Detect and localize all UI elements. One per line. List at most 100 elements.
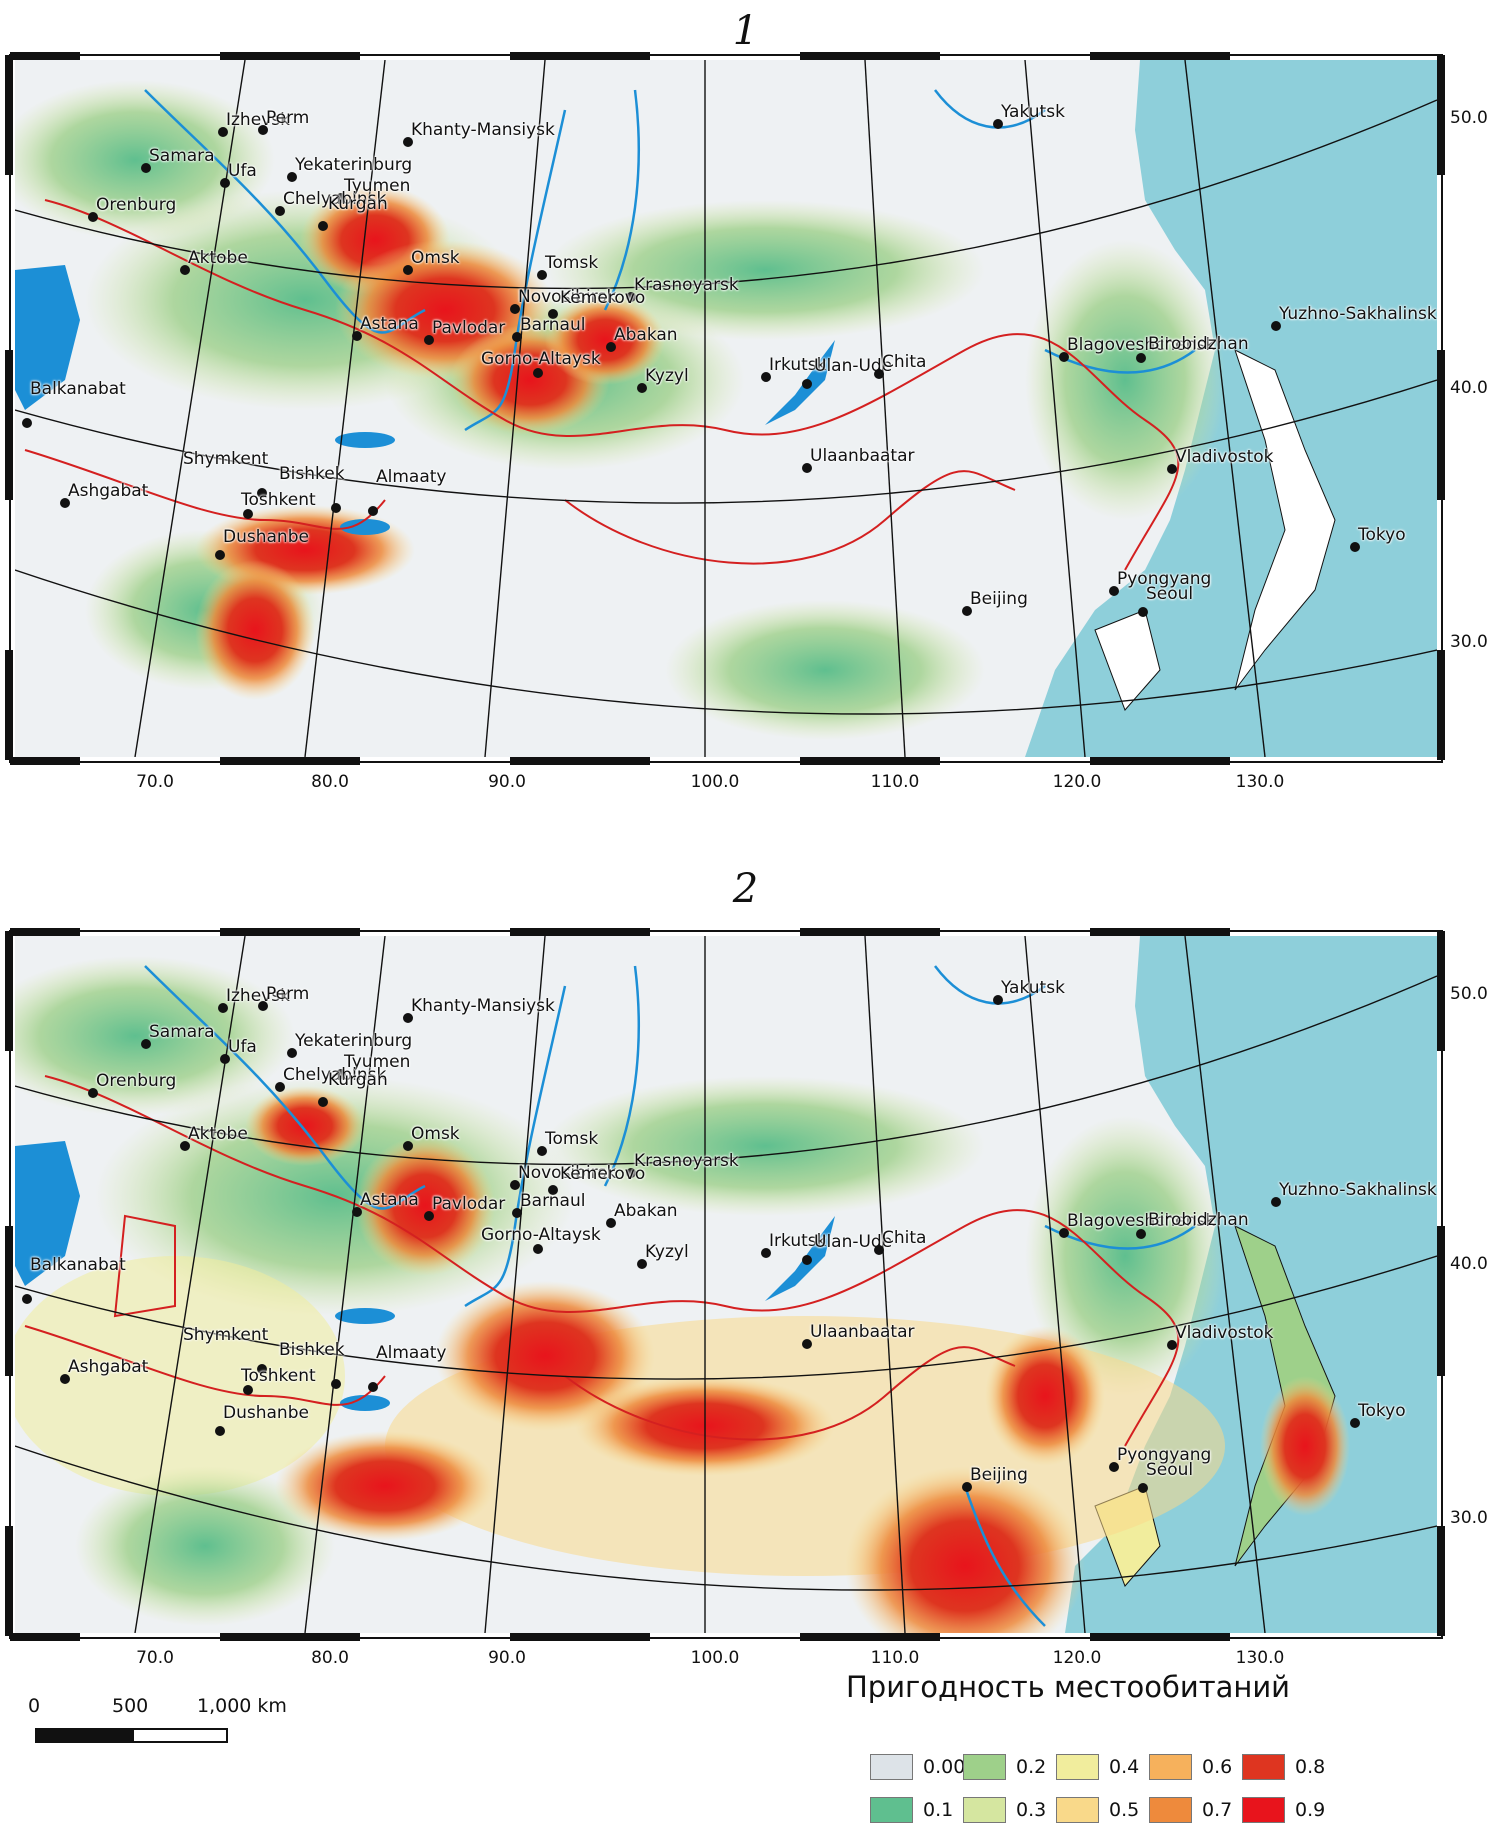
city-label: Ulaanbaatar: [810, 1322, 915, 1342]
city-dot: [1167, 1340, 1177, 1350]
city-label: Abakan: [614, 325, 678, 345]
city-dot: [352, 1207, 362, 1217]
city-label: Ufa: [228, 161, 257, 181]
x-tick: 70.0: [136, 772, 174, 792]
city-label: Almaaty: [376, 467, 447, 487]
city-label: Pyongyang: [1117, 569, 1212, 589]
city-label: Kemerovo: [560, 288, 646, 308]
city-label: Kyzyl: [645, 366, 689, 386]
legend-item: 0.1: [870, 1797, 953, 1823]
city-dot: [802, 1255, 812, 1265]
city-dot: [318, 1097, 328, 1107]
city-label: Chelyabinsk: [283, 1065, 387, 1085]
habitat-map-2: Izhevsk Perm Khanty-Mansiysk Yakutsk Samara U…: [5, 926, 1445, 1641]
city-label: Samara: [149, 1022, 215, 1042]
x-tick: 70.0: [136, 1648, 174, 1668]
scale-bar-segment: [35, 1728, 132, 1743]
legend-label: 0.5: [1109, 1799, 1140, 1821]
city-label: Shymkent: [183, 449, 269, 469]
city-dot: [243, 1385, 253, 1395]
x-tick: 80.0: [311, 772, 349, 792]
x-tick: 120.0: [1052, 772, 1102, 792]
city-label: Tomsk: [545, 1129, 599, 1149]
city-label: Chita: [882, 352, 927, 372]
city-label: Orenburg: [96, 195, 177, 215]
city-label: Yakutsk: [1001, 102, 1065, 122]
city-dot: [993, 119, 1003, 129]
scale-label: 1,000 km: [197, 1695, 287, 1717]
city-dot: [637, 383, 647, 393]
city-label: Toshkent: [241, 1366, 316, 1386]
city-label: Pyongyang: [1117, 1445, 1212, 1465]
city-dot: [22, 1294, 32, 1304]
city-label: Balkanabat: [30, 1255, 126, 1275]
legend-item: 0.9: [1242, 1797, 1325, 1823]
x-tick: 100.0: [690, 1648, 740, 1668]
city-dot: [802, 1339, 812, 1349]
city-dot: [606, 1218, 616, 1228]
city-label: Kurgan: [328, 194, 388, 214]
city-label: Yuzhno-Sakhalinsk: [1279, 1180, 1437, 1200]
legend-label: 0.3: [1016, 1799, 1047, 1821]
city-label: Novosibirsk: [518, 287, 617, 307]
city-label: Shymkent: [183, 1325, 269, 1345]
legend-item: 0.001: [870, 1754, 977, 1780]
city-label: Ulan-Ude: [814, 356, 893, 376]
city-dot: [424, 335, 434, 345]
city-dot: [88, 1088, 98, 1098]
city-label: Aktobe: [188, 248, 248, 268]
city-label: Ulan-Ude: [814, 1232, 893, 1252]
legend-swatch: [1056, 1797, 1099, 1823]
city-label: Ashgabat: [68, 481, 149, 501]
city-dot: [336, 193, 346, 203]
city-label: Chelyabinsk: [283, 189, 387, 209]
legend-swatch: [1242, 1797, 1285, 1823]
legend-swatch: [1149, 1754, 1192, 1780]
city-dot: [1059, 1228, 1069, 1238]
x-tick: 90.0: [488, 772, 526, 792]
city-dot: [802, 463, 812, 473]
x-tick: 120.0: [1052, 1648, 1102, 1668]
map-canvas-1: [5, 52, 1445, 765]
legend-item: 0.3: [963, 1797, 1046, 1823]
city-dot: [606, 342, 616, 352]
city-dot: [220, 1054, 230, 1064]
x-tick: 130.0: [1235, 1648, 1285, 1668]
city-dot: [1271, 1197, 1281, 1207]
x-tick: 100.0: [690, 772, 740, 792]
city-dot: [1167, 464, 1177, 474]
city-label: Izhevsk: [226, 110, 290, 130]
city-dot: [1059, 352, 1069, 362]
legend-label: 0.8: [1295, 1756, 1326, 1778]
city-label: Almaaty: [376, 1343, 447, 1363]
city-label: Krasnoyarsk: [634, 1151, 739, 1171]
legend-swatch: [870, 1797, 913, 1823]
city-label: Seoul: [1146, 584, 1194, 604]
city-dot: [1136, 353, 1146, 363]
legend-title: Пригодность местообитаний: [846, 1670, 1291, 1704]
legend-item: 0.5: [1056, 1797, 1139, 1823]
city-dot: [318, 221, 328, 231]
city-label: Yuzhno-Sakhalinsk: [1279, 304, 1437, 324]
city-dot: [548, 309, 558, 319]
city-label: Aktobe: [188, 1124, 248, 1144]
city-dot: [626, 292, 636, 302]
map-canvas-2: [5, 928, 1445, 1641]
legend-label: 0.2: [1016, 1756, 1047, 1778]
scale-label: 500: [112, 1695, 149, 1717]
legend-item: 0.4: [1056, 1754, 1139, 1780]
city-dot: [403, 1141, 413, 1151]
city-label: Irkutsk: [769, 355, 827, 375]
city-dot: [331, 503, 341, 513]
city-dot: [215, 550, 225, 560]
city-dot: [141, 1039, 151, 1049]
y-tick: 50.0: [1450, 108, 1488, 128]
city-label: Perm: [266, 108, 310, 128]
city-label: Seoul: [1146, 1460, 1194, 1480]
legend-item: 0.6: [1149, 1754, 1232, 1780]
legend-swatch: [963, 1797, 1006, 1823]
city-label: Novosibirsk: [518, 1163, 617, 1183]
city-dot: [258, 125, 268, 135]
city-label: Tokyo: [1358, 1401, 1406, 1421]
city-dot: [275, 206, 285, 216]
